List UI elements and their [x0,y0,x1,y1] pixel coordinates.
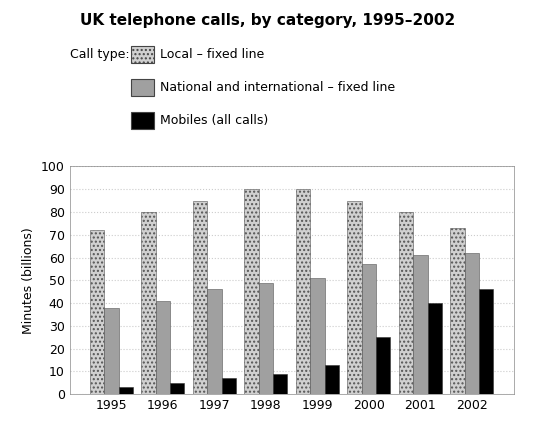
Bar [450,228,464,394]
Bar [464,253,479,394]
Text: Local – fixed line: Local – fixed line [160,48,264,61]
Bar [193,201,207,394]
Text: Call type:: Call type: [70,48,129,61]
Bar [399,212,413,394]
Text: National and international – fixed line: National and international – fixed line [160,81,395,94]
Bar [479,290,493,394]
Bar [413,255,427,394]
Bar [170,383,185,394]
Bar [347,201,362,394]
Bar [207,290,221,394]
Bar [362,265,376,394]
Bar [156,301,170,394]
Bar [427,303,442,394]
Bar [296,189,310,394]
Bar [325,364,339,394]
Text: Mobiles (all calls): Mobiles (all calls) [160,114,268,127]
Bar [244,189,258,394]
Bar [90,230,104,394]
Bar [258,283,273,394]
Bar [141,212,156,394]
Bar [273,374,287,394]
Bar [119,387,133,394]
Bar [221,378,236,394]
Bar [310,278,325,394]
Bar [376,337,391,394]
Text: UK telephone calls, by category, 1995–2002: UK telephone calls, by category, 1995–20… [80,13,455,28]
Bar [104,307,119,394]
Y-axis label: Minutes (billions): Minutes (billions) [22,227,35,334]
